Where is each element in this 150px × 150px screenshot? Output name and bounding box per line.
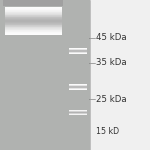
Bar xyxy=(4,26,62,27)
Bar xyxy=(4,9,62,10)
Bar xyxy=(4,7,62,8)
Bar xyxy=(4,22,62,23)
Bar xyxy=(4,34,62,35)
Text: 35 kDa: 35 kDa xyxy=(96,58,127,68)
Bar xyxy=(4,32,62,33)
Text: 45 kDa: 45 kDa xyxy=(96,33,127,42)
Bar xyxy=(3,0,63,6)
Bar xyxy=(4,25,62,26)
Bar xyxy=(4,18,62,19)
Bar xyxy=(4,28,62,29)
Bar xyxy=(4,30,62,31)
Bar xyxy=(4,20,62,21)
Bar xyxy=(4,16,62,17)
Bar xyxy=(4,33,62,34)
Bar xyxy=(4,23,62,24)
Text: 15 kD: 15 kD xyxy=(96,128,119,136)
Bar xyxy=(4,17,62,18)
Bar xyxy=(4,13,62,14)
Bar xyxy=(4,24,62,25)
Bar xyxy=(4,27,62,28)
Bar xyxy=(4,21,62,22)
Bar xyxy=(4,8,62,9)
Text: 25 kDa: 25 kDa xyxy=(96,94,127,103)
Bar xyxy=(0,0,90,150)
Bar xyxy=(4,31,62,32)
Bar xyxy=(4,11,62,12)
Bar xyxy=(4,14,62,15)
Bar xyxy=(4,29,62,30)
Bar xyxy=(4,19,62,20)
Bar xyxy=(90,0,150,150)
Bar xyxy=(4,10,62,11)
Bar xyxy=(4,12,62,13)
Bar xyxy=(4,15,62,16)
